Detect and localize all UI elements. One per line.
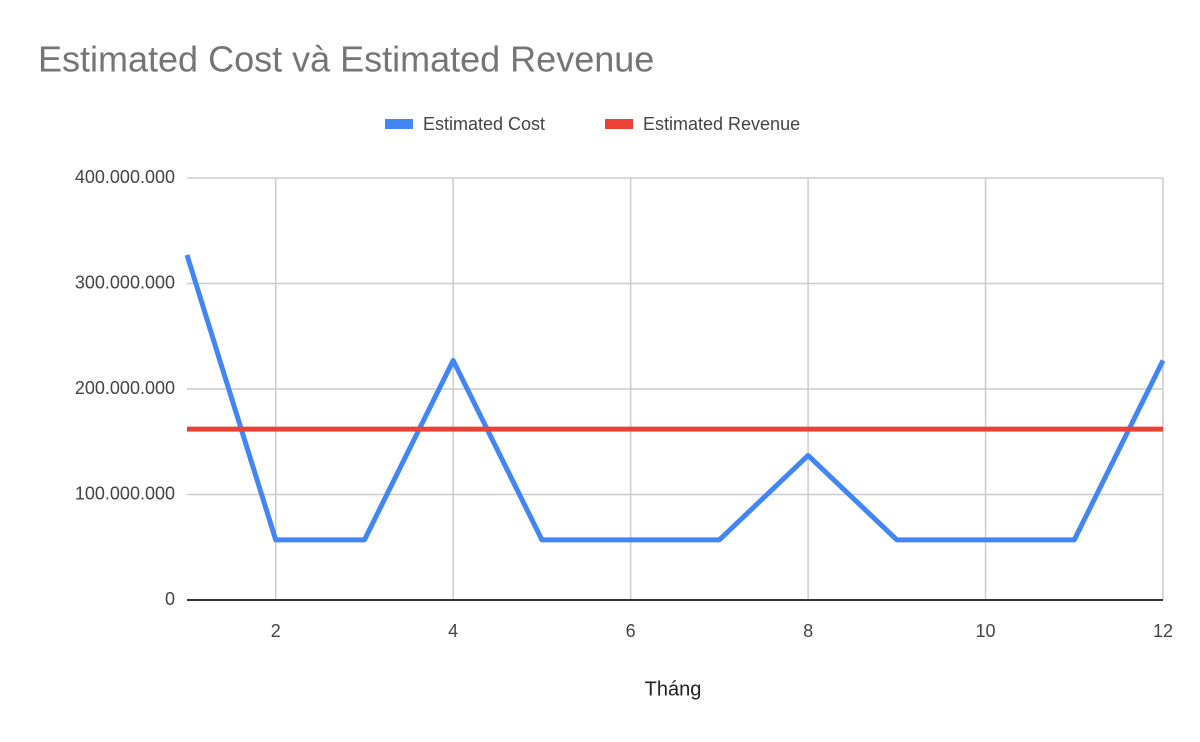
legend-label: Estimated Cost [423, 114, 545, 134]
x-tick-label: 2 [271, 621, 281, 641]
y-tick-label: 300.000.000 [75, 272, 175, 292]
x-tick-label: 10 [976, 621, 996, 641]
y-tick-label: 0 [165, 589, 175, 609]
x-tick-label: 8 [803, 621, 813, 641]
x-axis-label: Tháng [645, 678, 702, 700]
legend-swatch [385, 119, 413, 129]
chart-title: Estimated Cost và Estimated Revenue [38, 39, 654, 80]
y-tick-label: 200.000.000 [75, 378, 175, 398]
x-tick-label: 4 [448, 621, 458, 641]
y-tick-label: 100.000.000 [75, 483, 175, 503]
x-tick-label: 6 [626, 621, 636, 641]
legend-swatch [605, 119, 633, 129]
legend-label: Estimated Revenue [643, 114, 800, 134]
x-tick-label: 12 [1153, 621, 1173, 641]
y-tick-label: 400.000.000 [75, 167, 175, 187]
line-series [184, 254, 1166, 543]
